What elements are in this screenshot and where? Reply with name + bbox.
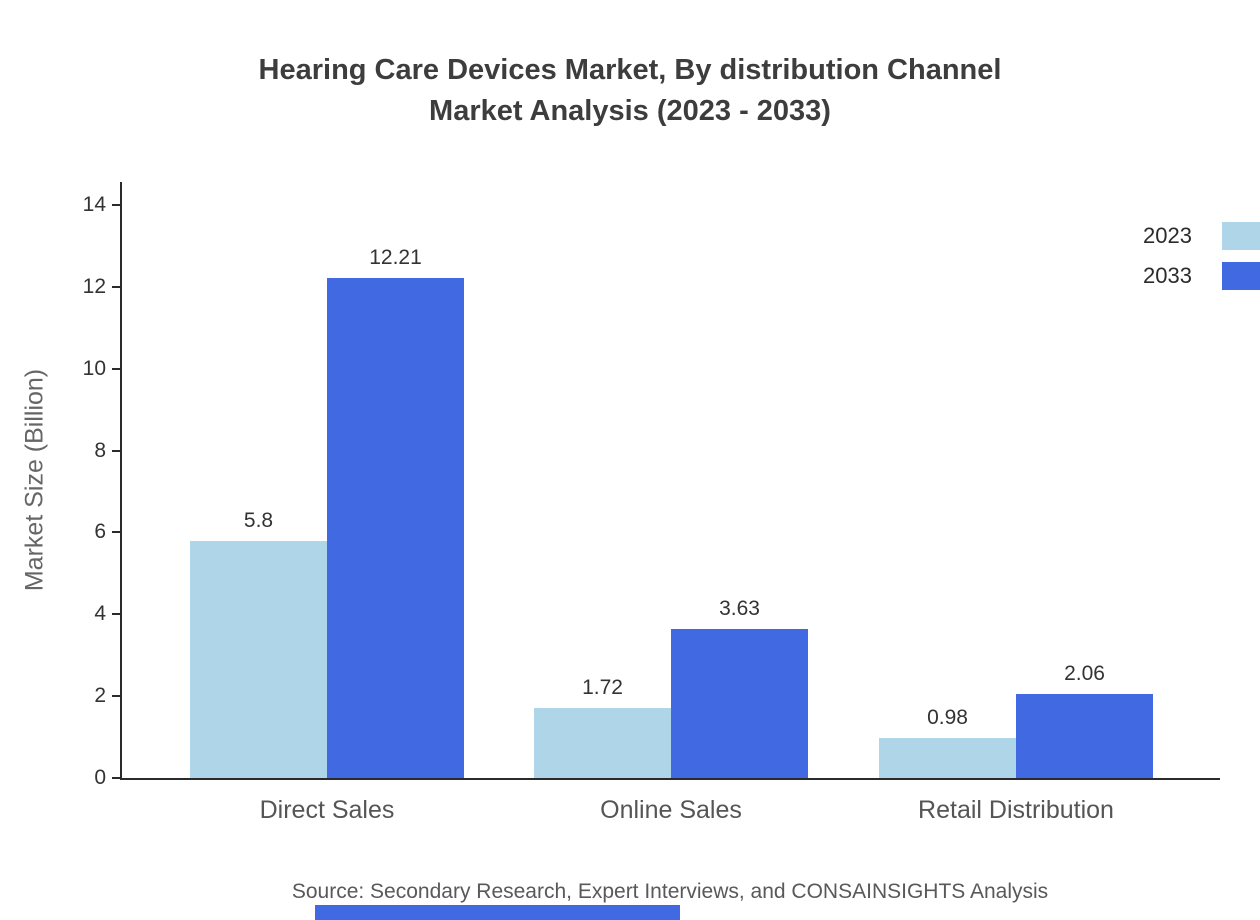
- y-tick-mark: [112, 695, 122, 698]
- bar-value-label: 2.06: [1064, 661, 1105, 685]
- y-tick-mark: [112, 449, 122, 452]
- y-tick-label: 14: [82, 193, 106, 216]
- y-tick-mark: [112, 204, 122, 206]
- bar-value-label: 0.98: [927, 705, 968, 729]
- chart-title: Hearing Care Devices Market, By distribu…: [0, 50, 1260, 132]
- y-tick-mark: [112, 367, 122, 370]
- legend-swatch: [1222, 262, 1260, 290]
- bar-value-label: 5.8: [243, 508, 274, 532]
- y-tick-label: 8: [94, 438, 106, 462]
- bar-2033-direct-sales: [327, 278, 464, 778]
- bar-2023-direct-sales: [190, 540, 327, 778]
- footer-bar: [315, 905, 680, 920]
- legend-label: 2033: [1143, 263, 1192, 288]
- y-tick-label: 4: [94, 602, 106, 626]
- bar-2023-retail-distribution: [879, 737, 1016, 778]
- y-tick-mark: [112, 777, 122, 779]
- y-axis-label: Market Size (Billion): [20, 368, 49, 592]
- y-tick-label: 2: [94, 684, 106, 708]
- plot-area: 0 2 4 6 8 10 12 14 5.8 12.21 Direct Sales 1.72 3.63 O…: [83, 182, 1220, 824]
- legend-item-2023: 2023: [1143, 222, 1260, 250]
- bar-2033-retail-distribution: [1016, 693, 1153, 778]
- category-label-retail-distribution: Retail Distribution: [918, 796, 1114, 824]
- y-tick-label: 0: [94, 766, 106, 789]
- y-tick-label: 10: [82, 356, 106, 380]
- bar-value-label: 12.21: [369, 246, 422, 270]
- y-tick-mark: [112, 285, 122, 288]
- legend-swatch: [1222, 222, 1260, 250]
- chart-title-line1: Hearing Care Devices Market, By distribu…: [258, 54, 1002, 86]
- y-tick-label: 12: [82, 274, 106, 298]
- category-label-direct-sales: Direct Sales: [259, 796, 395, 824]
- legend-label: 2023: [1143, 223, 1192, 248]
- bar-2023-online-sales: [534, 707, 671, 778]
- chart-title-line2: Market Analysis (2023 - 2033): [429, 95, 831, 127]
- y-tick-mark: [112, 613, 122, 616]
- y-tick-label: 6: [94, 520, 106, 544]
- legend-item-2033: 2033: [1143, 262, 1260, 290]
- legend: 2023 2033: [1143, 222, 1260, 290]
- source-note: Source: Secondary Research, Expert Inter…: [291, 880, 1049, 903]
- bar-2033-online-sales: [671, 629, 808, 778]
- category-label-online-sales: Online Sales: [600, 796, 742, 824]
- bar-value-label: 3.63: [719, 597, 760, 621]
- bar-value-label: 1.72: [582, 675, 623, 699]
- y-tick-mark: [112, 531, 122, 534]
